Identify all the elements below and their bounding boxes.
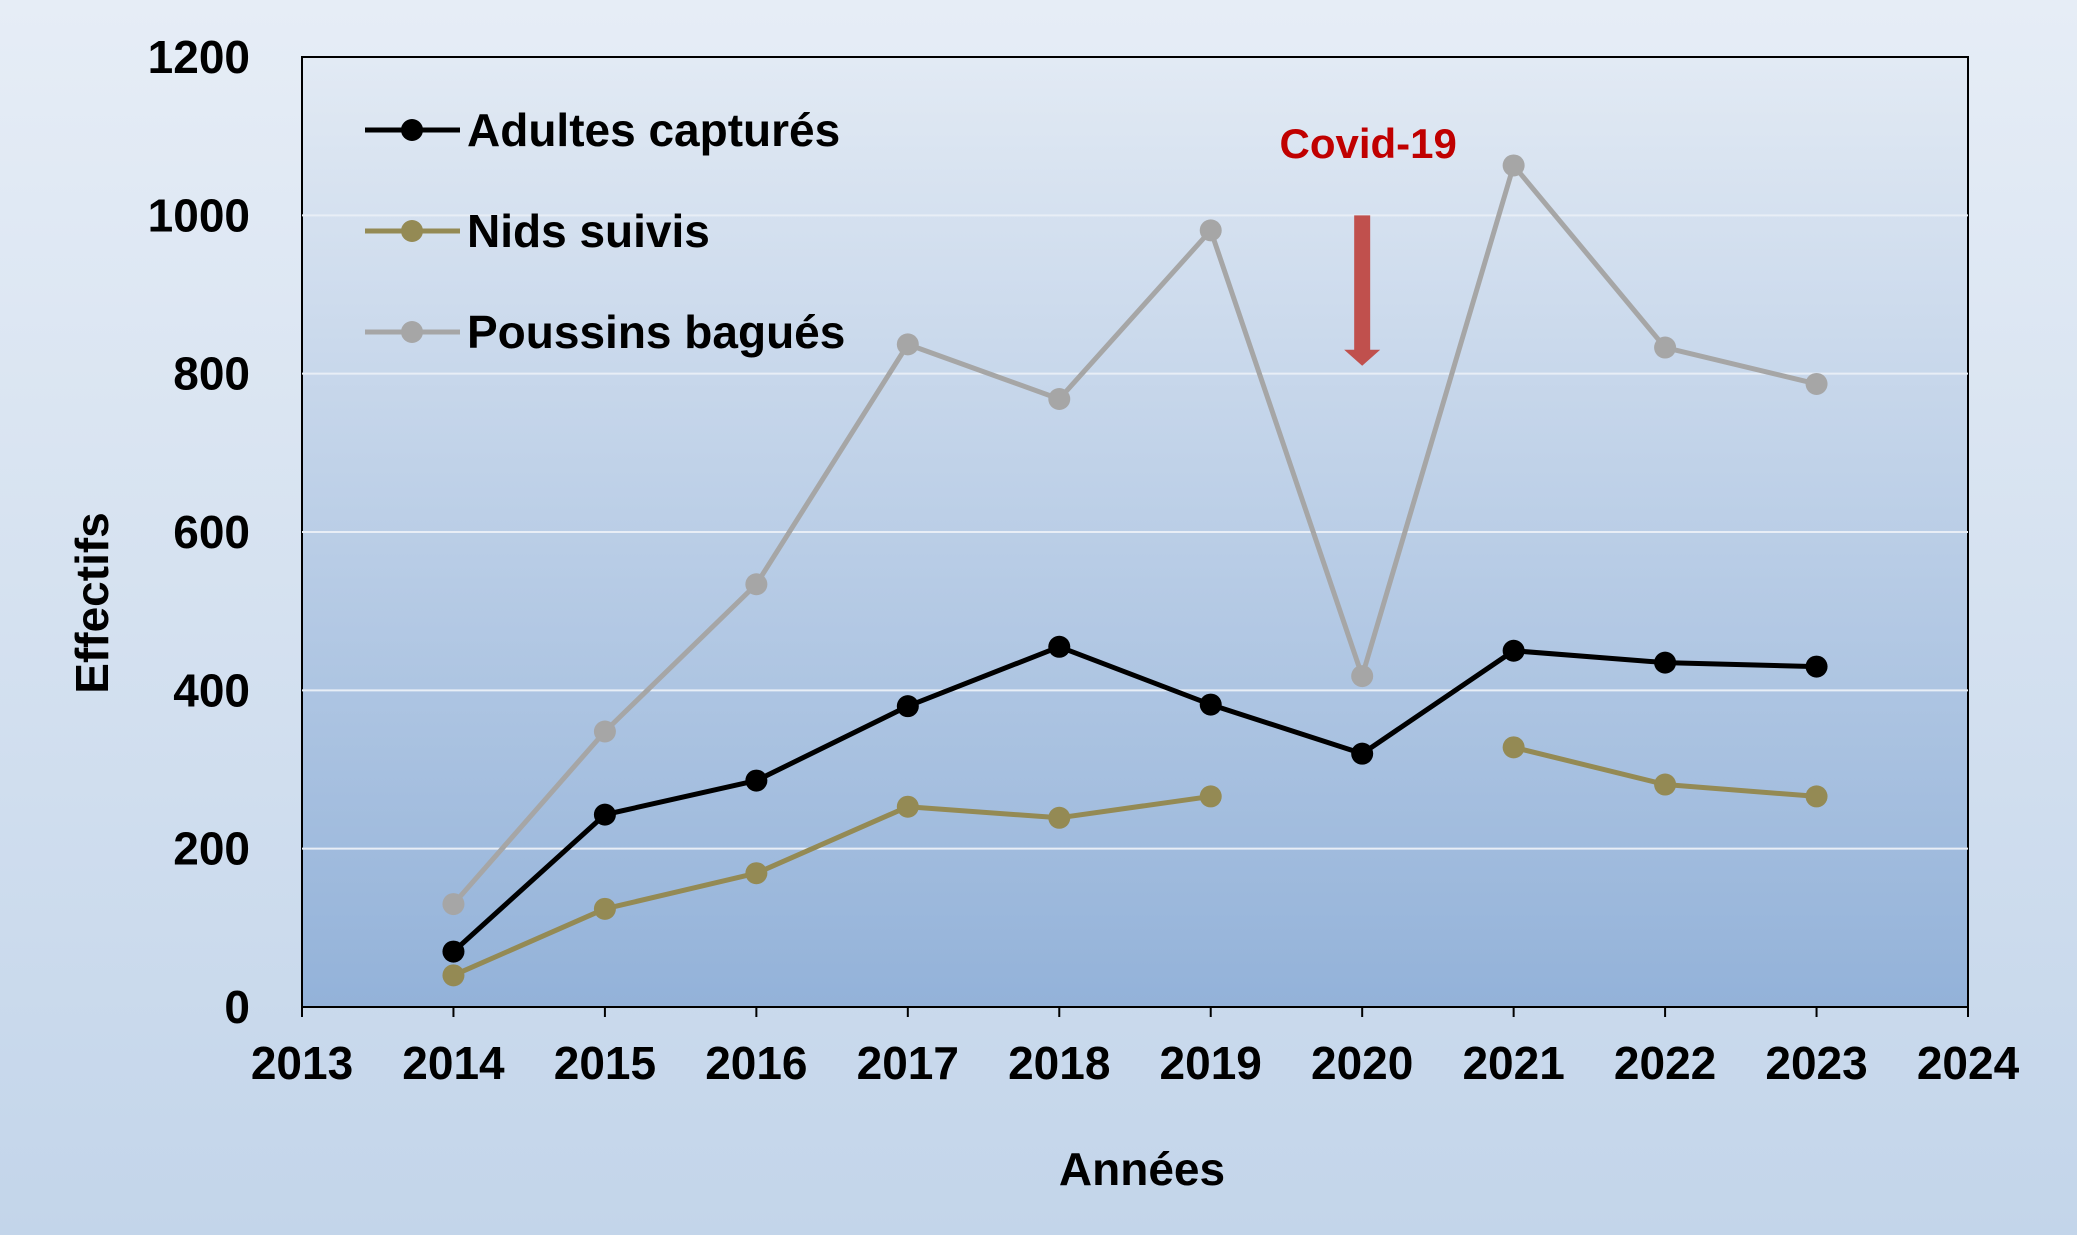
x-tick-label: 2023: [1765, 1037, 1867, 1089]
y-tick-label: 200: [173, 823, 250, 875]
x-axis-label: Années: [1059, 1143, 1225, 1195]
data-point: [1654, 336, 1677, 359]
x-tick-label: 2013: [251, 1037, 353, 1089]
data-point: [896, 695, 919, 718]
y-axis-label: Effectifs: [66, 512, 118, 693]
data-point: [1805, 655, 1828, 678]
x-tick-label: 2015: [554, 1037, 656, 1089]
data-point: [1048, 388, 1071, 410]
data-point: [896, 795, 919, 818]
down-arrow-icon: [1344, 215, 1381, 366]
data-point: [1502, 639, 1525, 662]
data-point: [593, 720, 616, 743]
y-tick-label: 800: [173, 348, 250, 400]
data-point: [1199, 219, 1222, 242]
legend-marker: [401, 220, 423, 242]
data-point: [1805, 372, 1828, 395]
x-tick-label: 2020: [1311, 1037, 1413, 1089]
y-tick-label: 400: [173, 664, 250, 716]
x-tick-label: 2014: [402, 1037, 505, 1089]
series-line-1: [452, 793, 1212, 978]
x-tick-label: 2024: [1917, 1037, 2020, 1089]
x-tick-label: 2016: [705, 1037, 807, 1089]
data-point: [745, 862, 768, 885]
data-point: [1048, 635, 1071, 658]
legend-marker: [401, 119, 423, 141]
x-tick-label: 2021: [1462, 1037, 1564, 1089]
x-tick-label: 2019: [1160, 1037, 1262, 1089]
legend-marker: [401, 321, 423, 343]
data-point: [745, 769, 768, 792]
legend-label: Poussins bagués: [467, 306, 845, 358]
data-point: [442, 940, 465, 963]
data-point: [1502, 154, 1525, 177]
data-point: [1351, 665, 1374, 688]
data-point: [745, 573, 768, 596]
data-point: [1805, 785, 1828, 808]
x-tick-label: 2018: [1008, 1037, 1110, 1089]
y-tick-label: 1200: [148, 31, 250, 83]
legend-label: Nids suivis: [467, 205, 710, 257]
data-point: [593, 897, 616, 920]
data-point: [442, 893, 465, 916]
data-point: [1199, 693, 1222, 716]
covid-label: Covid-19: [1279, 120, 1456, 167]
series-line-2: [451, 162, 1818, 906]
data-point: [1654, 773, 1677, 796]
data-point: [896, 333, 919, 356]
x-tick-label: 2017: [857, 1037, 959, 1089]
series-line-0: [451, 644, 1817, 954]
y-tick-label: 0: [224, 981, 250, 1033]
legend-label: Adultes capturés: [467, 104, 840, 156]
data-point: [1654, 651, 1677, 674]
data-point: [593, 803, 616, 826]
data-point: [1502, 736, 1525, 759]
data-point: [1048, 806, 1071, 829]
data-point: [1199, 785, 1222, 808]
y-tick-label: 1000: [148, 189, 250, 241]
data-point: [442, 964, 465, 987]
data-point: [1351, 742, 1374, 765]
y-tick-label: 600: [173, 506, 250, 558]
x-tick-label: 2022: [1614, 1037, 1716, 1089]
